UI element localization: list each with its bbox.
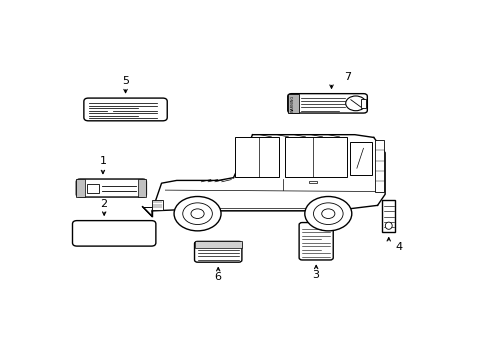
- Text: 5: 5: [122, 76, 129, 86]
- Circle shape: [304, 197, 351, 231]
- Bar: [235, 137, 279, 177]
- Text: 6: 6: [214, 273, 221, 283]
- FancyBboxPatch shape: [84, 98, 167, 121]
- Bar: [76, 179, 84, 197]
- Circle shape: [345, 96, 365, 111]
- Circle shape: [321, 209, 334, 219]
- Bar: [152, 200, 163, 210]
- Bar: [194, 242, 242, 248]
- Text: 4: 4: [395, 243, 402, 252]
- Text: 7: 7: [343, 72, 350, 82]
- Ellipse shape: [385, 222, 391, 229]
- Bar: [309, 181, 316, 183]
- FancyBboxPatch shape: [76, 179, 146, 197]
- Circle shape: [313, 203, 343, 225]
- FancyBboxPatch shape: [299, 222, 332, 260]
- Bar: [138, 179, 146, 197]
- Bar: [284, 137, 346, 177]
- Circle shape: [183, 203, 212, 225]
- Text: 2: 2: [101, 199, 107, 209]
- Text: 1: 1: [99, 156, 106, 166]
- Circle shape: [174, 197, 221, 231]
- Bar: [349, 141, 371, 175]
- FancyBboxPatch shape: [72, 221, 156, 246]
- FancyBboxPatch shape: [287, 94, 366, 113]
- Bar: [287, 94, 298, 113]
- Bar: [382, 199, 394, 232]
- FancyBboxPatch shape: [194, 242, 242, 262]
- Bar: [361, 99, 365, 108]
- Bar: [374, 140, 384, 192]
- Circle shape: [191, 209, 203, 219]
- Text: WARNING: WARNING: [291, 95, 295, 112]
- Text: 3: 3: [312, 270, 319, 280]
- Bar: [87, 184, 99, 193]
